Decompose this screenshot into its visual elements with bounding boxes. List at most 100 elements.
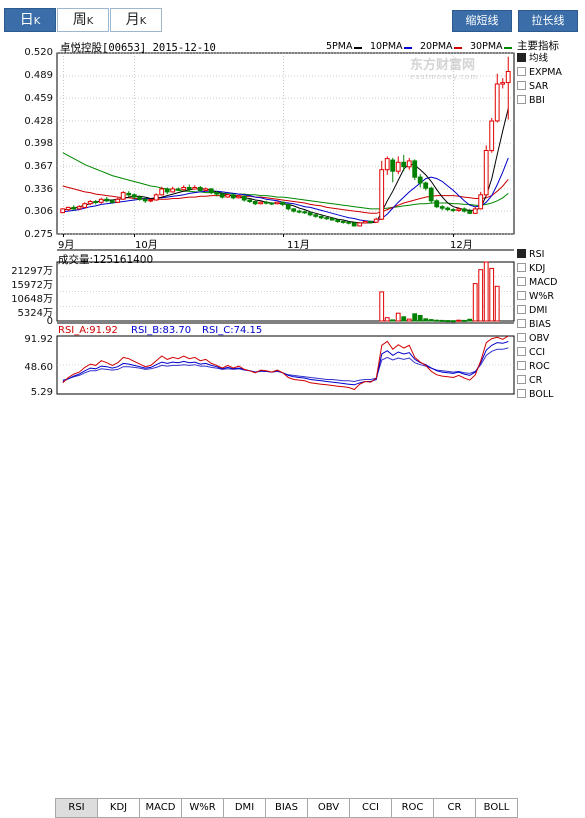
sar-checkbox-label: SAR — [529, 81, 549, 92]
volume-bar — [384, 317, 390, 322]
volume-bar — [445, 320, 451, 323]
bottom-tab-kdj[interactable]: KDJ — [97, 798, 140, 818]
ma30-legend: 30PMA — [470, 41, 512, 52]
bottom-tab-roc[interactable]: ROC — [391, 798, 434, 818]
cci-checkbox-label: CCI — [529, 347, 546, 358]
bottom-tab-wr[interactable]: W%R — [181, 798, 224, 818]
candle-body — [390, 159, 396, 172]
candle-body — [98, 198, 104, 203]
bottom-tab-cci[interactable]: CCI — [349, 798, 392, 818]
main-indicator-sar[interactable]: SAR — [517, 80, 548, 94]
bottom-tab-obv[interactable]: OBV — [307, 798, 350, 818]
cci-checkbox[interactable] — [517, 347, 526, 356]
price-tick-0367: 0.367 — [24, 161, 53, 172]
ma30-swatch — [504, 47, 512, 49]
main-indicator-ma[interactable]: 均线 — [517, 52, 548, 66]
bottom-tab-cr[interactable]: CR — [433, 798, 476, 818]
indicator-bias[interactable]: BIAS — [517, 318, 551, 332]
ma10-legend-label: 10PMA — [370, 41, 403, 52]
rsi-lines — [62, 335, 509, 391]
volume-bars — [379, 261, 500, 323]
bottom-tab-macd[interactable]: MACD — [139, 798, 182, 818]
rsi-tick-mid: 48.60 — [24, 362, 53, 373]
bottom-tab-boll[interactable]: BOLL — [475, 798, 518, 818]
candle-body — [428, 187, 434, 202]
volume-bar — [478, 269, 484, 322]
indicator-roc[interactable]: ROC — [517, 360, 550, 374]
main-indicator-expma[interactable]: EXPMA — [517, 66, 562, 80]
ma-checkbox[interactable] — [517, 53, 526, 62]
volume-bar — [456, 319, 462, 322]
volume-bar — [423, 318, 429, 322]
volume-label: 成交量:125161400 — [58, 254, 154, 266]
bias-checkbox[interactable] — [517, 319, 526, 328]
candle-body — [60, 208, 66, 214]
indicator-obv[interactable]: OBV — [517, 332, 549, 346]
candle-body — [148, 199, 154, 202]
tab-monthly-k[interactable]: 月K — [110, 8, 162, 32]
bottom-tab-bias[interactable]: BIAS — [265, 798, 308, 818]
bottom-tab-rsi[interactable]: RSI — [55, 798, 98, 818]
kdj-checkbox[interactable] — [517, 263, 526, 272]
candle-body — [472, 208, 478, 214]
volume-bar — [472, 283, 478, 322]
candle-body — [500, 82, 506, 85]
price-tick-0398: 0.398 — [24, 138, 53, 149]
tab-weekly-k[interactable]: 周K — [57, 8, 109, 32]
candle-body — [241, 195, 247, 201]
candle-body — [395, 161, 401, 172]
stock-chart[interactable] — [0, 0, 585, 426]
indicator-cci[interactable]: CCI — [517, 346, 545, 360]
volume-tick-0: 0 — [46, 316, 53, 327]
month-label-nov: 11月 — [287, 240, 310, 251]
indicator-cr[interactable]: CR — [517, 374, 542, 388]
indicator-rsi[interactable]: RSI — [517, 248, 544, 262]
price-tick-0306: 0.306 — [24, 206, 53, 217]
zoom-in-button[interactable]: 缩短线 — [452, 10, 512, 32]
candle-body — [302, 211, 308, 214]
boll-checkbox[interactable] — [517, 389, 526, 398]
volume-tick-10648: 10648万 — [11, 294, 53, 305]
volume-tick-5324: 5324万 — [17, 308, 53, 319]
indicator-macd[interactable]: MACD — [517, 276, 557, 290]
volume-bar — [494, 285, 500, 322]
candle-body — [285, 203, 291, 210]
cr-checkbox[interactable] — [517, 375, 526, 384]
rsi-a-label: RSI_A:91.92 — [58, 325, 118, 336]
candle-body — [115, 198, 121, 203]
macd-checkbox[interactable] — [517, 277, 526, 286]
roc-checkbox[interactable] — [517, 361, 526, 370]
candle-body — [357, 222, 363, 227]
bbi-checkbox[interactable] — [517, 95, 526, 104]
candles — [60, 56, 511, 227]
rsi-checkbox[interactable] — [517, 249, 526, 258]
candle-body — [384, 158, 390, 171]
dmi-checkbox-label: DMI — [529, 305, 548, 316]
obv-checkbox[interactable] — [517, 333, 526, 342]
candle-body — [505, 71, 511, 84]
main-indicator-bbi[interactable]: BBI — [517, 94, 545, 108]
volume-bar — [417, 315, 423, 322]
candle-body — [307, 212, 313, 216]
sar-checkbox[interactable] — [517, 81, 526, 90]
wr-checkbox[interactable] — [517, 291, 526, 300]
indicator-wr[interactable]: W%R — [517, 290, 554, 304]
candle-body — [280, 201, 286, 205]
boll-checkbox-label: BOLL — [529, 389, 554, 400]
bottom-tab-dmi[interactable]: DMI — [223, 798, 266, 818]
dmi-checkbox[interactable] — [517, 305, 526, 314]
ma20-legend: 20PMA — [420, 41, 462, 52]
volume-bar — [467, 318, 473, 322]
volume-bar — [428, 319, 434, 322]
candle-body — [423, 182, 429, 189]
candle-body — [120, 192, 126, 200]
tab-weekly-label: 周 — [72, 12, 87, 28]
candle-body — [192, 187, 198, 190]
indicator-kdj[interactable]: KDJ — [517, 262, 545, 276]
indicator-dmi[interactable]: DMI — [517, 304, 547, 318]
expma-checkbox[interactable] — [517, 67, 526, 76]
tab-daily-k[interactable]: 日K — [4, 8, 56, 32]
zoom-out-button[interactable]: 拉长线 — [518, 10, 578, 32]
indicator-boll[interactable]: BOLL — [517, 388, 553, 402]
month-label-sep: 9月 — [58, 240, 75, 251]
